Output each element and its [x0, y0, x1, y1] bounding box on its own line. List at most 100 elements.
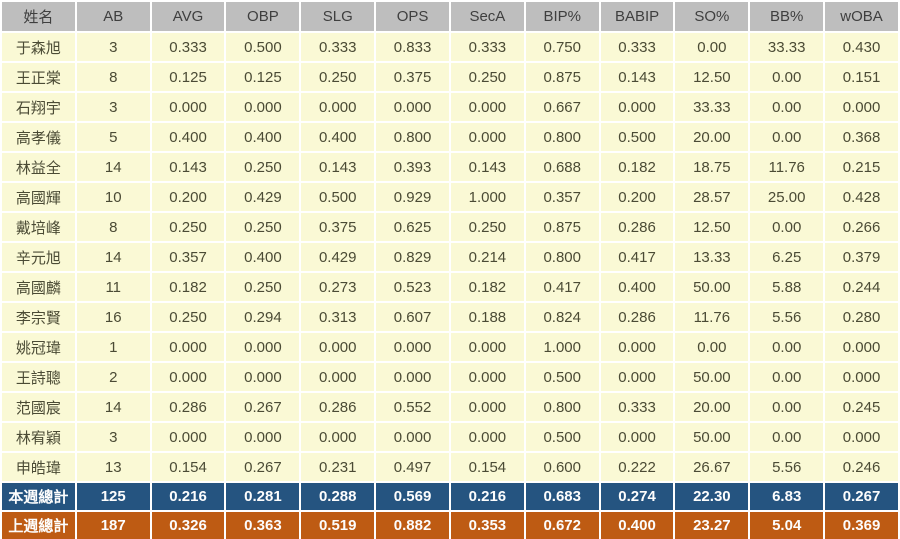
stat-cell-bip: 0.417: [523, 271, 601, 303]
stat-cell-slg: 0.400: [299, 121, 377, 153]
stat-cell-babip: 0.143: [598, 61, 676, 93]
stat-cell-slg: 0.000: [299, 421, 377, 453]
stat-cell-bip: 0.667: [523, 91, 601, 123]
header-row: 姓名 AB AVG OBP SLG OPS SecA BIP% BABIP SO% BB% wOBA: [0, 0, 900, 33]
stat-cell-ab: 3: [74, 31, 152, 63]
stat-cell-ops: 0.607: [374, 301, 451, 333]
stat-cell-seca: 0.000: [448, 421, 526, 453]
total-row-last-week: 上週總計 187 0.326 0.363 0.519 0.882 0.353 0.672 0.4…: [0, 510, 900, 539]
stat-cell-so: 0.00: [673, 31, 751, 63]
total-cell-so: 23.27: [673, 510, 751, 539]
stat-cell-bb: 0.00: [748, 91, 826, 123]
table-row: 戴培峰 8 0.250 0.250 0.375 0.625 0.250 0.875 0.286 1…: [0, 211, 900, 243]
stat-cell-so: 33.33: [673, 91, 751, 123]
stat-cell-babip: 0.333: [598, 31, 676, 63]
player-name-cell: 王正棠: [0, 61, 77, 93]
stat-cell-bb: 33.33: [748, 31, 826, 63]
stat-cell-so: 11.76: [673, 301, 751, 333]
stat-cell-bb: 0.00: [748, 361, 826, 393]
stat-cell-woba: 0.246: [823, 451, 900, 483]
stat-cell-babip: 0.200: [598, 181, 676, 213]
stat-cell-avg: 0.200: [149, 181, 227, 213]
stat-cell-ab: 16: [74, 301, 152, 333]
stat-cell-ops: 0.625: [374, 211, 451, 243]
stat-cell-ops: 0.000: [374, 361, 451, 393]
stat-cell-ab: 14: [74, 391, 152, 423]
stat-cell-ops: 0.523: [374, 271, 451, 303]
stat-cell-avg: 0.182: [149, 271, 227, 303]
stat-cell-avg: 0.250: [149, 301, 227, 333]
stat-cell-ops: 0.929: [374, 181, 451, 213]
player-name-cell: 戴培峰: [0, 211, 77, 243]
stat-cell-woba: 0.266: [823, 211, 900, 243]
stat-cell-woba: 0.428: [823, 181, 900, 213]
stat-cell-bip: 0.600: [523, 451, 601, 483]
stat-cell-seca: 0.154: [448, 451, 526, 483]
stat-cell-slg: 0.250: [299, 61, 377, 93]
stat-cell-so: 28.57: [673, 181, 751, 213]
stat-cell-avg: 0.333: [149, 31, 227, 63]
stat-cell-ab: 8: [74, 211, 152, 243]
total-cell-slg: 0.288: [299, 481, 377, 512]
stat-cell-seca: 0.143: [448, 151, 526, 183]
stat-cell-slg: 0.500: [299, 181, 377, 213]
stat-cell-slg: 0.375: [299, 211, 377, 243]
stat-cell-slg: 0.000: [299, 91, 377, 123]
total-cell-ab: 125: [74, 481, 152, 512]
stat-cell-babip: 0.400: [598, 271, 676, 303]
stat-cell-seca: 0.000: [448, 331, 526, 363]
total-cell-obp: 0.363: [224, 510, 302, 539]
stat-cell-ops: 0.800: [374, 121, 451, 153]
table-body: 于森旭 3 0.333 0.500 0.333 0.833 0.333 0.750 0.333 0…: [0, 31, 900, 539]
stat-cell-woba: 0.000: [823, 91, 900, 123]
stat-cell-so: 50.00: [673, 271, 751, 303]
stat-cell-obp: 0.400: [224, 241, 302, 273]
total-cell-bip: 0.683: [523, 481, 601, 512]
table-row: 高國輝 10 0.200 0.429 0.500 0.929 1.000 0.357 0.200…: [0, 181, 900, 213]
table-row: 姚冠瑋 1 0.000 0.000 0.000 0.000 0.000 1.000 0.000 0…: [0, 331, 900, 363]
stat-cell-slg: 0.000: [299, 331, 377, 363]
stat-cell-babip: 0.333: [598, 391, 676, 423]
total-cell-avg: 0.216: [149, 481, 227, 512]
column-header-seca: SecA: [448, 0, 526, 33]
stat-cell-woba: 0.000: [823, 331, 900, 363]
stat-cell-so: 20.00: [673, 121, 751, 153]
stat-cell-seca: 0.214: [448, 241, 526, 273]
player-name-cell: 姚冠瑋: [0, 331, 77, 363]
player-name-cell: 高孝儀: [0, 121, 77, 153]
total-cell-bb: 5.04: [748, 510, 826, 539]
stat-cell-obp: 0.500: [224, 31, 302, 63]
stat-cell-slg: 0.143: [299, 151, 377, 183]
stat-cell-babip: 0.000: [598, 331, 676, 363]
stat-cell-so: 50.00: [673, 421, 751, 453]
stat-cell-woba: 0.379: [823, 241, 900, 273]
stat-cell-obp: 0.000: [224, 331, 302, 363]
stat-cell-woba: 0.000: [823, 421, 900, 453]
stat-cell-ab: 3: [74, 421, 152, 453]
total-cell-babip: 0.274: [598, 481, 676, 512]
stat-cell-slg: 0.286: [299, 391, 377, 423]
column-header-slg: SLG: [299, 0, 377, 33]
total-row-this-week: 本週總計 125 0.216 0.281 0.288 0.569 0.216 0.683 0.2…: [0, 481, 900, 512]
stat-cell-avg: 0.000: [149, 361, 227, 393]
column-header-so: SO%: [673, 0, 751, 33]
player-name-cell: 林宥穎: [0, 421, 77, 453]
stat-cell-obp: 0.400: [224, 121, 302, 153]
stat-cell-ab: 14: [74, 241, 152, 273]
stat-cell-ab: 14: [74, 151, 152, 183]
stat-cell-ab: 2: [74, 361, 152, 393]
stat-cell-bb: 0.00: [748, 421, 826, 453]
stat-cell-bb: 0.00: [748, 331, 826, 363]
stat-cell-babip: 0.286: [598, 301, 676, 333]
stat-cell-ops: 0.000: [374, 91, 451, 123]
stat-cell-so: 18.75: [673, 151, 751, 183]
stat-cell-woba: 0.244: [823, 271, 900, 303]
table-row: 申皓瑋 13 0.154 0.267 0.231 0.497 0.154 0.600 0.222…: [0, 451, 900, 483]
stat-cell-avg: 0.000: [149, 421, 227, 453]
total-cell-obp: 0.281: [224, 481, 302, 512]
player-name-cell: 范國宸: [0, 391, 77, 423]
stat-cell-obp: 0.250: [224, 211, 302, 243]
stat-cell-obp: 0.250: [224, 271, 302, 303]
